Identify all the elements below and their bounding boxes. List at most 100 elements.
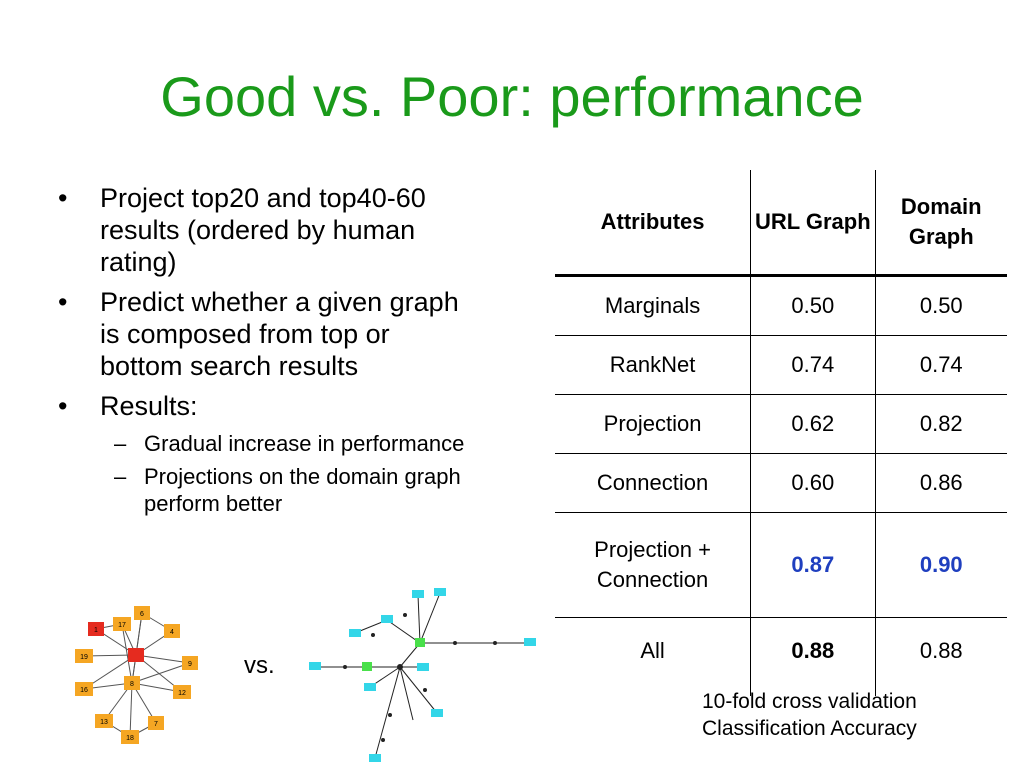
cell-attribute: RankNet [555, 335, 752, 395]
cell-url-value: 0.60 [750, 453, 876, 513]
cell-domain-value: 0.88 [919, 638, 963, 663]
cell-attribute: Marginals [555, 275, 752, 336]
node-label: 19 [80, 654, 88, 661]
graph-node [381, 615, 393, 623]
cell-url-value: 0.50 [750, 275, 876, 336]
results-table: Attributes URL Graph Domain Graph Margin… [555, 170, 1007, 696]
cell-domain-value: 0.74 [875, 335, 1007, 395]
graph-node [182, 656, 198, 670]
graph-dots [343, 613, 497, 742]
node-label: 4 [170, 629, 174, 636]
header-domain-graph: Domain Graph [875, 170, 1007, 277]
graph-node-highlight [128, 648, 144, 662]
bullet-text: Predict whether a given graph is compose… [100, 287, 459, 381]
graph-node [113, 617, 131, 631]
table-row: Projection + Connection 0.87 0.90 [555, 512, 1007, 618]
bullet-marker: • [58, 183, 68, 213]
graph-dot [381, 738, 385, 742]
graph-node [417, 663, 429, 671]
graph-dot [493, 641, 497, 645]
table-row: Marginals 0.50 0.50 [555, 275, 1007, 336]
node-label: 8 [130, 681, 134, 688]
table-header-row: Attributes URL Graph Domain Graph [555, 170, 1007, 277]
caption-line: Classification Accuracy [702, 717, 917, 740]
cell-domain-value: 0.82 [875, 394, 1007, 454]
graph-node [121, 730, 139, 744]
cell-domain-value-highlight: 0.90 [875, 512, 1007, 618]
header-url-graph: URL Graph [750, 170, 876, 277]
graph-node [75, 649, 93, 663]
bullet-item: • Project top20 and top40-60 results (or… [58, 182, 478, 278]
graph-node [364, 683, 376, 691]
node-label: 1 [94, 627, 98, 634]
caption-line: 10-fold cross validation [702, 690, 917, 713]
bullet-list: • Project top20 and top40-60 results (or… [58, 182, 478, 523]
slide-title: Good vs. Poor: performance [160, 65, 864, 128]
cell-attribute: Projection + Connection [555, 512, 752, 618]
cell-domain-value: 0.86 [875, 453, 1007, 513]
graph-dot [343, 665, 347, 669]
graph-nodes [309, 588, 536, 762]
cell-attribute: All [555, 617, 752, 696]
cell-url-value-highlight: 0.87 [750, 512, 876, 618]
graph-node [369, 754, 381, 762]
node-label: 12 [178, 690, 186, 697]
sub-bullet-item: – Projections on the domain graph perfor… [114, 463, 478, 517]
node-label: 13 [100, 719, 108, 726]
graph-node [95, 714, 113, 728]
graph-dot [388, 713, 392, 717]
cell-attribute: Connection [555, 453, 752, 513]
node-label: 9 [188, 661, 192, 668]
vs-label: vs. [244, 652, 275, 679]
sub-bullet-marker: – [114, 431, 127, 456]
node-label: 18 [126, 735, 134, 742]
node-label: 17 [118, 622, 126, 629]
graph-node [134, 606, 150, 620]
graph-node [434, 588, 446, 596]
graph-dot [453, 641, 457, 645]
table-row: Projection 0.62 0.82 [555, 394, 1007, 454]
graph-node [524, 638, 536, 646]
graph-nodes [75, 606, 198, 744]
bullet-item: • Predict whether a given graph is compo… [58, 286, 478, 382]
bullet-text: Project top20 and top40-60 results (orde… [100, 183, 426, 277]
graph-node [164, 624, 180, 638]
graph-dot [397, 664, 403, 670]
sub-bullet-text: Projections on the domain graph perform … [144, 464, 461, 516]
sub-bullet-text: Gradual increase in performance [144, 431, 465, 456]
node-label: 16 [80, 687, 88, 694]
cell-attribute: Projection [555, 394, 752, 454]
graph-node [124, 676, 140, 690]
graph-dot [423, 688, 427, 692]
node-label: 6 [140, 611, 144, 618]
graph-node-highlight [362, 662, 372, 671]
bullet-text: Results: [100, 391, 198, 421]
graph-dot [371, 633, 375, 637]
graph-dot [403, 613, 407, 617]
sub-bullet-marker: – [114, 464, 127, 489]
cell-url-value: 0.62 [750, 394, 876, 454]
graph-node [349, 629, 361, 637]
graph-node [431, 709, 443, 717]
cell-domain-value: 0.50 [875, 275, 1007, 336]
header-attributes: Attributes [555, 170, 752, 277]
bullet-marker: • [58, 391, 68, 421]
node-label: 7 [154, 721, 158, 728]
graph-node [412, 590, 424, 598]
table-caption: 10-fold cross validation Classification … [702, 688, 1002, 742]
bullet-marker: • [58, 287, 68, 317]
bullet-item: • Results: [58, 390, 478, 422]
poor-graph-image [309, 588, 536, 762]
graph-edges [315, 592, 530, 759]
graph-node [173, 685, 191, 699]
graph-node-highlight [415, 638, 425, 647]
table-row: RankNet 0.74 0.74 [555, 335, 1007, 395]
table-row: Connection 0.60 0.86 [555, 453, 1007, 513]
graph-node [148, 716, 164, 730]
graph-node [309, 662, 321, 670]
good-graph-image: 6 17 1 4 19 9 8 16 12 13 7 18 [75, 606, 198, 744]
graph-node [75, 682, 93, 696]
table-row: All 0.88 0.88 [555, 617, 1007, 696]
cell-url-value-bold: 0.88 [750, 617, 876, 696]
graph-node-highlight [88, 622, 104, 636]
